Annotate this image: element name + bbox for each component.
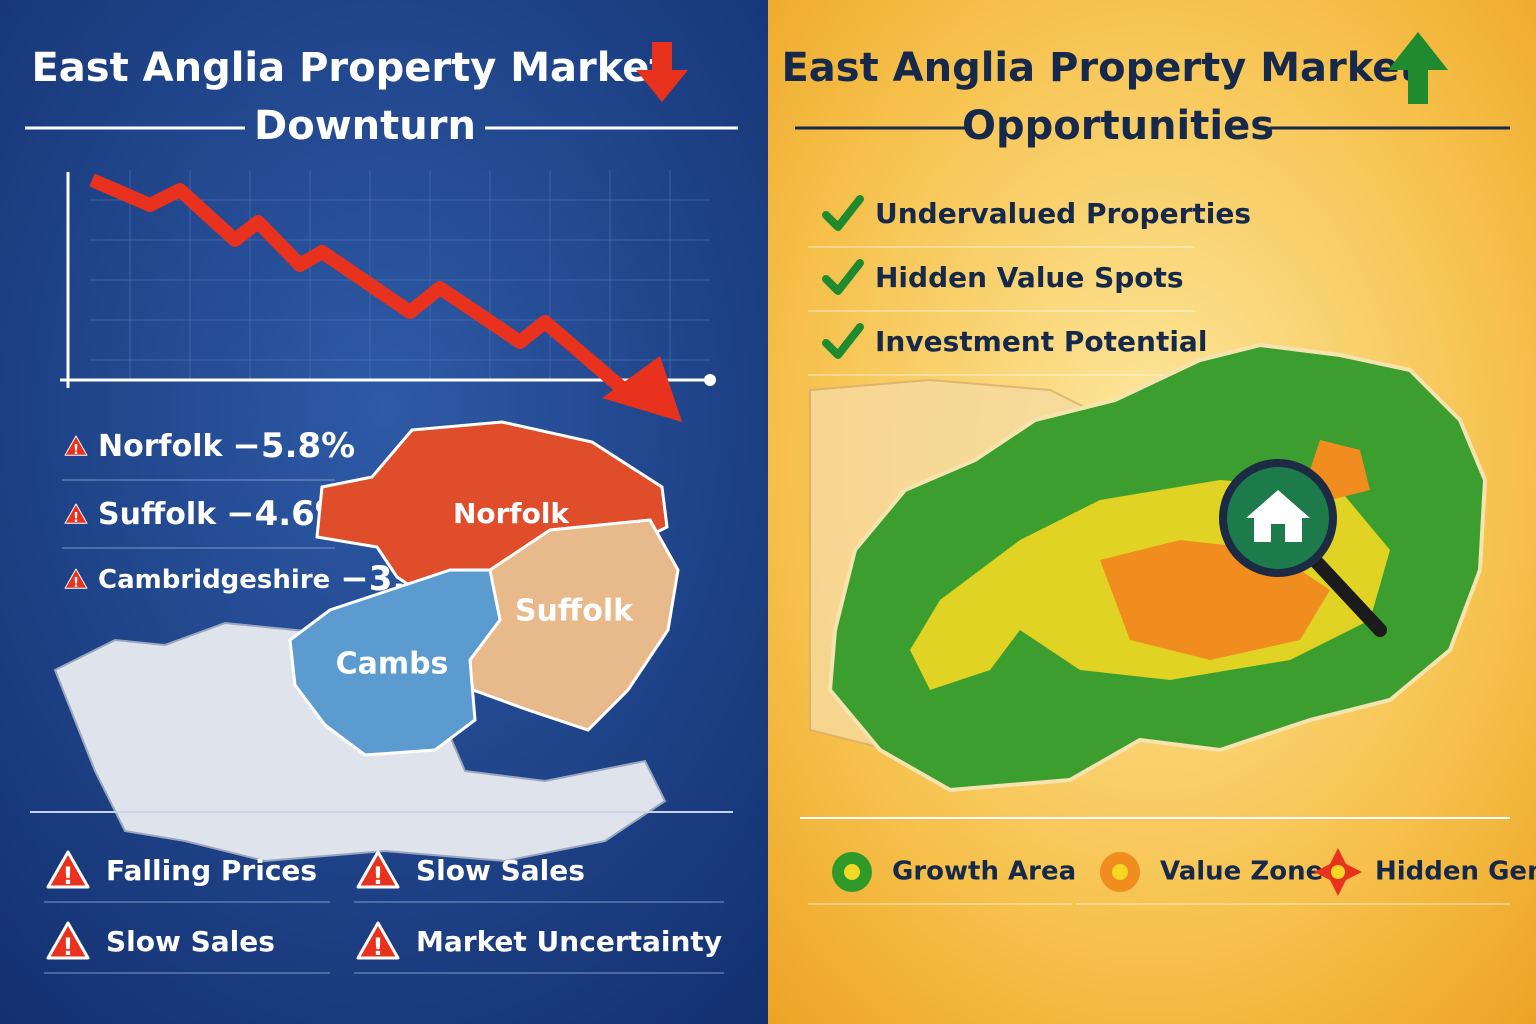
- stat-region: Suffolk: [98, 497, 217, 532]
- warning-icon: [356, 921, 400, 960]
- legend-icon-core: [1331, 865, 1345, 879]
- warning-icon: [46, 850, 90, 889]
- right-subtitle: Opportunities: [962, 103, 1274, 149]
- up-arrow: [1388, 32, 1448, 104]
- warning-mark: !: [373, 933, 384, 961]
- warning: Slow Sales: [416, 854, 585, 887]
- right-title: East Anglia Property Market: [781, 45, 1418, 91]
- legend-label: Value Zone: [1160, 857, 1323, 887]
- decline-line: [89, 173, 635, 401]
- map-label: Suffolk: [515, 594, 634, 629]
- stat: Norfolk −5.8%: [98, 426, 355, 466]
- check-icon: [822, 323, 864, 359]
- warning-icon: [64, 435, 88, 456]
- house-icon: [1246, 490, 1310, 542]
- warning-mark: !: [73, 576, 79, 591]
- stat-region: Norfolk: [98, 429, 223, 464]
- warning: Falling Prices: [106, 854, 317, 887]
- warning-mark: !: [63, 933, 74, 961]
- down-arrow: [636, 42, 688, 102]
- legend-label: Growth Area: [892, 857, 1076, 887]
- warning-mark: !: [63, 862, 74, 890]
- stat-region: Cambridgeshire: [98, 565, 330, 595]
- map-label: Norfolk: [453, 497, 570, 530]
- warning-icon: [64, 503, 88, 524]
- axis-end: [704, 374, 716, 386]
- warning-mark: !: [373, 862, 384, 890]
- magnifier-handle: [1303, 548, 1387, 637]
- house-door: [1271, 524, 1285, 542]
- checklist-item: Investment Potential: [875, 325, 1207, 358]
- warning-mark: !: [73, 443, 79, 458]
- check-icon: [822, 259, 864, 295]
- legend-icon-core: [1112, 864, 1128, 880]
- map-cambs: [288, 568, 502, 757]
- legend-label: Hidden Gem: [1375, 857, 1536, 887]
- checklist-item: Undervalued Properties: [875, 197, 1251, 230]
- left-title: East Anglia Property Market: [31, 45, 668, 91]
- legend-icon-core: [844, 864, 860, 880]
- stat-change: −5.8%: [232, 426, 355, 466]
- warning: Slow Sales: [106, 925, 275, 958]
- map-label: Cambs: [336, 647, 449, 682]
- warning-icon: [356, 850, 400, 889]
- checklist-item: Hidden Value Spots: [875, 261, 1184, 294]
- warning-mark: !: [73, 511, 79, 526]
- check-icon: [822, 195, 864, 231]
- decline-chart: [90, 170, 710, 380]
- arrowhead: [602, 356, 682, 422]
- warning: Market Uncertainty: [416, 925, 722, 958]
- warning-icon: [64, 568, 88, 589]
- left-subtitle: Downturn: [254, 103, 476, 149]
- warning-icon: [46, 921, 90, 960]
